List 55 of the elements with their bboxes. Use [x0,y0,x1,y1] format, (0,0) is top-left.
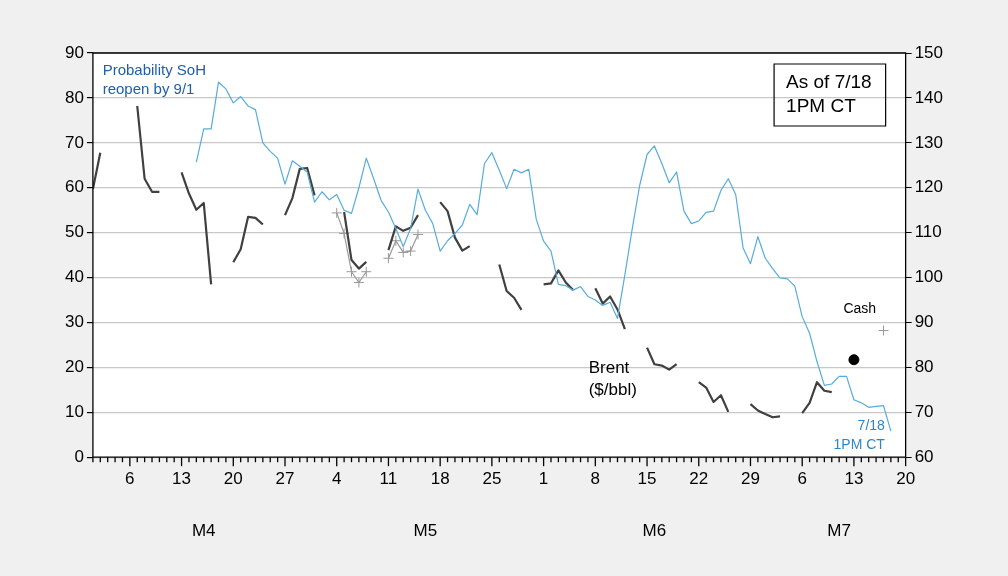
annotation: 7/18 1PM CT [833,417,886,453]
point [346,266,357,278]
x-tick-label: 13 [172,469,192,489]
y2-tick-label: 80 [914,357,934,377]
y-tick-label: 20 [64,357,84,377]
y-tick-label: 60 [64,177,84,197]
x-tick-label: 11 [379,469,398,489]
series-label: Brent ($/bbl) [588,358,637,400]
annotation: As of 7/18 1PM CT [786,70,872,116]
x-tick-label: 22 [689,469,709,489]
x-tick-label: 4 [331,469,342,489]
y2-tick-label: 150 [914,42,944,62]
y2-tick-label: 70 [914,401,934,421]
x2-tick-label: M4 [191,521,216,541]
y-tick-label: 10 [64,401,84,421]
y-tick-label: 40 [64,267,84,287]
y2-tick-label: 130 [914,132,944,152]
x-tick-label: 27 [275,469,295,489]
point [382,252,394,264]
point [412,228,424,240]
y-tick-label: 80 [64,87,84,107]
y-tick-label: 0 [74,446,84,466]
x-tick-label: 20 [896,469,916,489]
x-tick-label: 25 [482,469,502,489]
point [397,246,409,258]
y-tick-label: 50 [64,222,84,242]
x-tick-label: 6 [125,469,135,489]
x-tick-label: 6 [797,469,807,489]
x2-tick-label: M5 [413,521,438,541]
y-tick-label: 30 [64,312,84,332]
x-tick-label: 18 [430,469,450,489]
point [405,245,417,257]
point [353,277,365,288]
y2-tick-label: 110 [914,222,942,242]
y2-tick-label: 100 [914,267,944,287]
series-label: Probability SoH reopen by 9/1 [102,60,207,97]
point [331,207,343,219]
y2-tick-label: 60 [914,446,934,466]
y2-tick-label: 90 [914,312,934,332]
point [848,354,860,366]
x-tick-label: 8 [590,469,601,489]
x2-tick-label: M7 [827,521,851,541]
x-tick-label: 15 [637,469,657,489]
y2-tick-label: 140 [914,87,944,107]
x-tick-label: 20 [223,469,243,489]
point [360,266,372,278]
y-tick-label: 70 [64,132,84,152]
x-tick-label: 29 [741,469,760,489]
y-tick-label: 90 [64,42,84,62]
x-tick-label: 1 [538,469,549,489]
y2-tick-label: 120 [914,177,944,197]
point [877,325,889,337]
x2-tick-label: M6 [642,521,667,541]
x-tick-label: 13 [844,469,864,489]
series-label: Cash [843,300,877,317]
